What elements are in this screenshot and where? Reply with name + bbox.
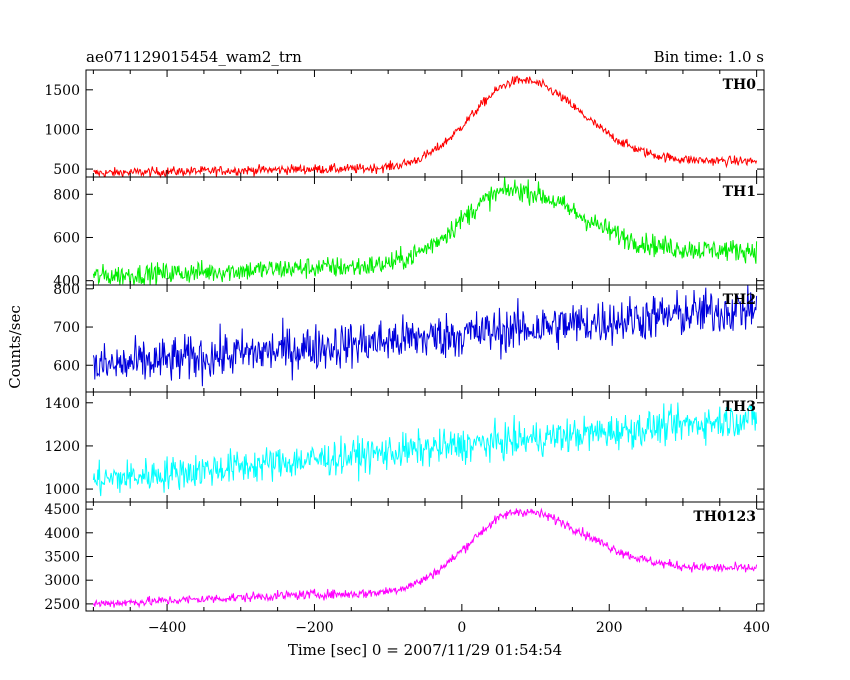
y-tick-label: 2500 [44,597,80,613]
y-tick-label: 600 [53,230,80,246]
chart-title: ae071129015454_wam2_trn [86,48,302,66]
x-tick-label: 200 [596,620,623,636]
y-tick-label: 1400 [44,396,80,412]
panel-label: TH3 [723,399,756,415]
panel-frame-th0 [85,69,765,178]
panel-frame-th0123 [85,501,765,612]
x-tick-label: 400 [743,620,770,636]
panel-label: TH1 [723,184,756,200]
y-tick-label: 400 [53,274,80,290]
x-tick-label: −400 [148,620,186,636]
x-tick-label: −200 [295,620,333,636]
series-line-th1 [92,176,758,286]
y-tick-label: 1200 [44,439,80,455]
panel-label: TH2 [723,292,756,308]
y-tick-label: 1000 [44,122,80,138]
series-line-th2 [92,284,758,387]
series-line-th3 [92,402,758,497]
panel-frame-th1 [85,176,765,286]
y-tick-label: 500 [53,162,80,178]
series-line-th0123 [92,507,758,609]
panel-label: TH0 [723,77,757,93]
y-tick-label: 3000 [44,573,80,589]
y-tick-label: 1500 [44,83,80,99]
y-tick-label: 1000 [44,482,80,498]
series-line-th0 [93,75,758,179]
y-tick-label: 4000 [44,526,80,542]
x-axis-label: Time [sec] 0 = 2007/11/29 01:54:54 [288,641,562,659]
y-tick-label: 700 [53,320,80,336]
panel-label: TH0123 [693,509,756,525]
x-tick-label: 0 [457,620,466,636]
y-tick-label: 4500 [44,502,80,518]
y-tick-label: 800 [53,187,80,203]
y-tick-label: 3500 [44,550,80,566]
panels-group: TH0 500 1000 1500 TH1 400 600 800 TH2 600 700 800 TH… [44,69,770,636]
y-axis-label: Counts/sec [6,305,24,389]
y-tick-label: 800 [53,282,80,298]
y-tick-label: 600 [53,358,80,374]
bin-time-label: Bin time: 1.0 s [654,48,764,66]
